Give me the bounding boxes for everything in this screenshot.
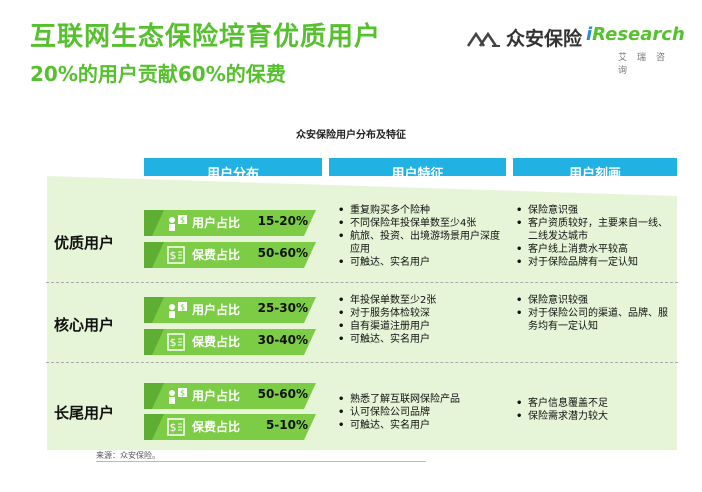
list-item: 熟悉了解互联网保险产品 xyxy=(336,393,504,406)
list-item: 客户信息覆盖不足 xyxy=(514,397,674,410)
page-title: 互联网生态保险培育优质用户 xyxy=(30,22,382,52)
svg-text:$: $ xyxy=(170,249,177,262)
table-title: 众安保险用户分布及特征 xyxy=(296,130,406,141)
tag-value: 25-30% xyxy=(257,301,308,315)
list-item: 客户线上消费水平较高 xyxy=(514,243,674,256)
profile-list-premium: 保险意识强 客户资质较好，主要来自一线、二线发达城市 客户线上消费水平较高 对于… xyxy=(514,204,674,269)
premium-icon: $ xyxy=(167,246,185,264)
list-item: 重复购买多个险种 xyxy=(336,204,504,217)
iresearch-logo-rest: Research xyxy=(592,24,685,45)
list-item: 自有渠道注册用户 xyxy=(336,320,504,333)
segment-label-core: 核心用户 xyxy=(54,316,115,334)
features-list-premium: 重复购买多个险种 不同保险年投保单数至少4张 航旅、投资、出境游场景用户深度应用… xyxy=(336,204,504,269)
list-item: 保险意识强 xyxy=(514,204,674,217)
band-divider xyxy=(46,282,678,283)
profile-list-longtail: 客户信息覆盖不足 保险需求潜力较大 xyxy=(514,397,674,423)
svg-text:$: $ xyxy=(170,421,177,434)
user-money-icon: $ xyxy=(169,302,187,318)
tag-user-share: $ 用户占比 25-30% xyxy=(144,297,316,323)
list-item: 可触达、实名用户 xyxy=(336,419,504,432)
tag-premium-share: $ 保费占比 30-40% xyxy=(144,329,316,355)
footer-divider xyxy=(96,461,426,462)
band-divider xyxy=(46,362,678,363)
zhongan-logo-icon xyxy=(466,31,500,47)
premium-icon: $ xyxy=(167,333,185,351)
user-money-icon: $ xyxy=(169,388,187,404)
tag-label: 保费占比 xyxy=(192,335,241,349)
list-item: 不同保险年投保单数至少4张 xyxy=(336,217,504,230)
tag-label: 用户占比 xyxy=(192,389,241,403)
tag-premium-share: $ 保费占比 50-60% xyxy=(144,242,316,268)
tag-value: 50-60% xyxy=(257,387,308,401)
segment-label-premium: 优质用户 xyxy=(54,234,115,252)
svg-text:$: $ xyxy=(180,303,185,312)
svg-text:$: $ xyxy=(170,336,177,349)
list-item: 年投保单数至少2张 xyxy=(336,294,504,307)
list-item: 可触达、实名用户 xyxy=(336,333,504,346)
tag-shape xyxy=(144,414,316,440)
tag-shape xyxy=(144,242,316,268)
page-subtitle: 20%的用户贡献60%的保费 xyxy=(30,62,286,86)
tag-label: 用户占比 xyxy=(192,303,241,317)
list-item: 保险意识较强 xyxy=(514,294,674,307)
tag-value: 30-40% xyxy=(257,333,308,347)
svg-text:$: $ xyxy=(180,216,185,225)
iresearch-logo-i: i xyxy=(586,24,593,45)
tag-shape xyxy=(144,329,316,355)
svg-text:$: $ xyxy=(180,389,185,398)
list-item: 认可保险公司品牌 xyxy=(336,406,504,419)
list-item: 对于保险品牌有一定认知 xyxy=(514,256,674,269)
user-money-icon: $ xyxy=(169,215,187,231)
list-item: 客户资质较好，主要来自一线、二线发达城市 xyxy=(514,217,674,243)
tag-label: 保费占比 xyxy=(192,248,241,262)
list-item: 保险需求潜力较大 xyxy=(514,410,674,423)
tag-value: 15-20% xyxy=(257,214,308,228)
list-item: 对于保险公司的渠道、品牌、服务均有一定认知 xyxy=(514,307,674,333)
tag-value: 5-10% xyxy=(265,418,308,432)
list-item: 可触达、实名用户 xyxy=(336,256,504,269)
tag-value: 50-60% xyxy=(257,246,308,260)
list-item: 航旅、投资、出境游场景用户深度应用 xyxy=(336,230,504,256)
tag-user-share: $ 用户占比 15-20% xyxy=(144,210,316,236)
brand-logos: 众安保险 iResearch 艾瑞咨询 xyxy=(466,20,686,76)
profile-list-core: 保险意识较强 对于保险公司的渠道、品牌、服务均有一定认知 xyxy=(514,294,674,333)
features-list-longtail: 熟悉了解互联网保险产品 认可保险公司品牌 可触达、实名用户 xyxy=(336,393,504,432)
tag-label: 用户占比 xyxy=(192,216,241,230)
tag-premium-share: $ 保费占比 5-10% xyxy=(144,414,316,440)
segment-label-longtail: 长尾用户 xyxy=(54,404,115,422)
features-list-core: 年投保单数至少2张 对于服务体检较深 自有渠道注册用户 可触达、实名用户 xyxy=(336,294,504,346)
iresearch-logo-subtext: 艾瑞咨询 xyxy=(618,53,676,76)
premium-icon: $ xyxy=(167,418,185,436)
zhongan-logo-text: 众安保险 xyxy=(506,28,583,50)
list-item: 对于服务体检较深 xyxy=(336,307,504,320)
source-note: 来源：众安保险。 xyxy=(96,451,160,460)
iresearch-logo-text: iResearch xyxy=(586,24,685,45)
tag-label: 保费占比 xyxy=(192,420,241,434)
tag-user-share: $ 用户占比 50-60% xyxy=(144,383,316,409)
